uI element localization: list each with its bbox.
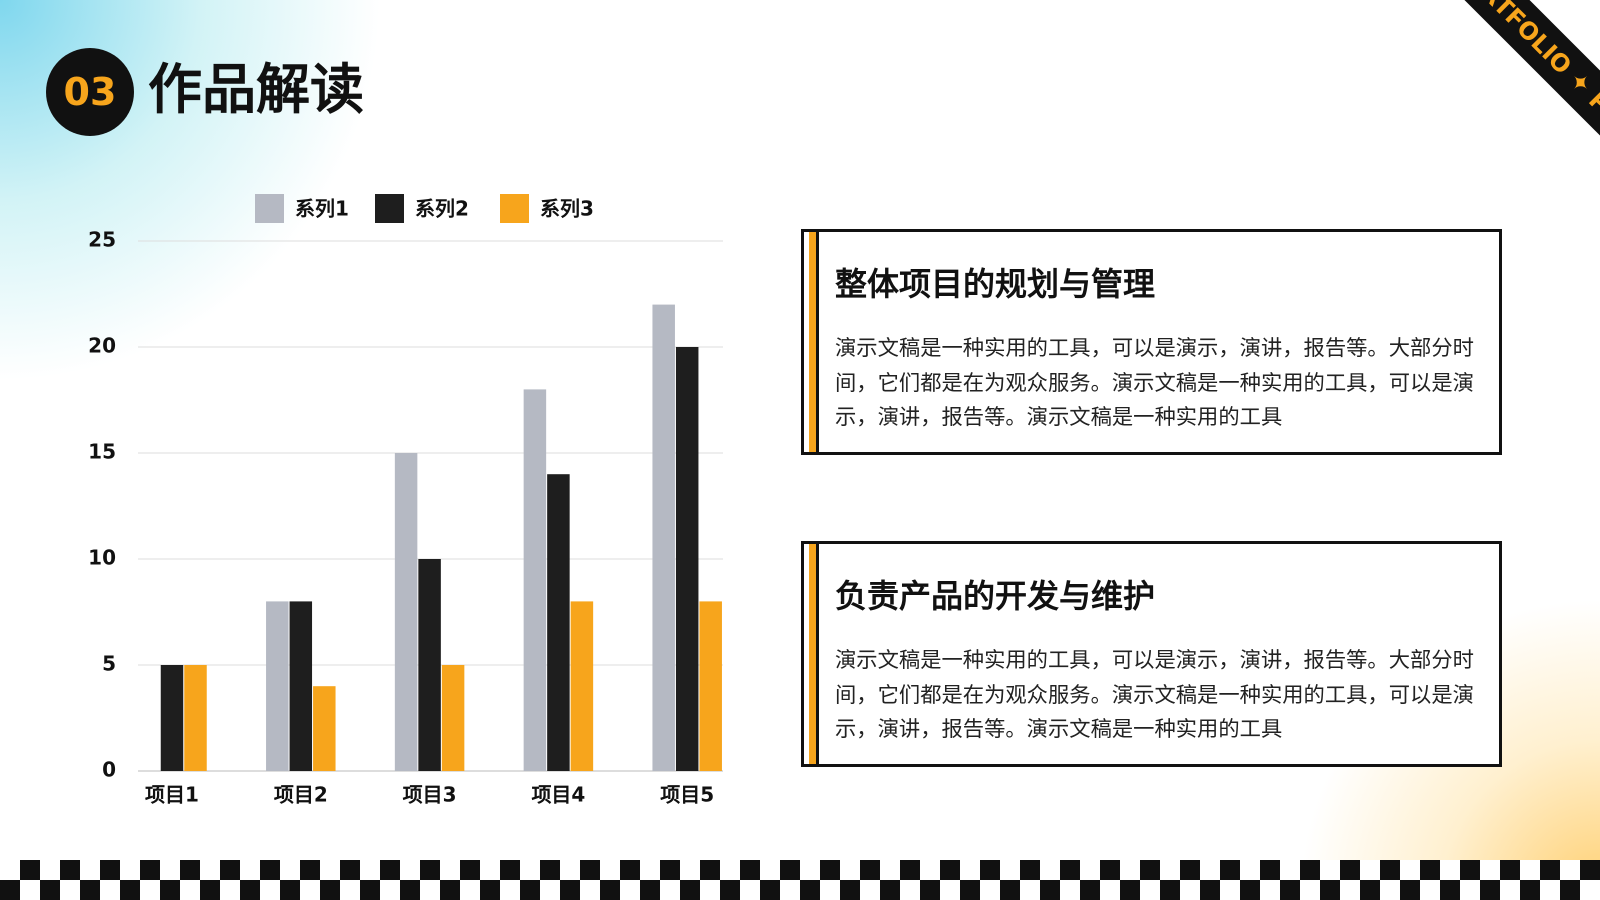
bar [289, 601, 313, 771]
y-tick-label: 5 [102, 652, 116, 676]
card: 负责产品的开发与维护 演示文稿是一种实用的工具，可以是演示，演讲，报告等。大部分… [801, 541, 1502, 767]
bar [313, 686, 336, 771]
x-tick-label: 项目1 [145, 783, 199, 807]
bar [652, 304, 675, 771]
bar [266, 601, 289, 771]
card-title: 整体项目的规划与管理 [835, 265, 1156, 303]
legend-label: 系列2 [415, 197, 469, 221]
card: 整体项目的规划与管理 演示文稿是一种实用的工具，可以是演示，演讲，报告等。大部分… [801, 229, 1502, 455]
chart: 0 5 10 15 20 25 系列1 系列2 系列3 项目1 项目2 项目3 项目4 项目5 [88, 194, 723, 807]
bar [441, 665, 465, 771]
legend-swatch [255, 194, 284, 223]
bar [547, 474, 570, 771]
legend-swatch [500, 194, 529, 223]
bar [160, 665, 184, 771]
section-number: 03 [46, 48, 134, 136]
card-title: 负责产品的开发与维护 [835, 577, 1156, 615]
card-body: 演示文稿是一种实用的工具，可以是演示，演讲，报告等。大部分时间，它们都是在为观众… [835, 336, 1474, 430]
bar [523, 389, 547, 771]
checker-border [0, 860, 1600, 900]
x-tick-label: 项目2 [274, 783, 328, 807]
y-tick-label: 20 [88, 334, 116, 358]
bar [699, 601, 722, 771]
bar [675, 347, 699, 771]
legend-swatch [375, 194, 404, 223]
y-tick-label: 10 [88, 546, 116, 570]
legend-label: 系列1 [295, 197, 349, 221]
bar [184, 665, 207, 771]
x-tick-label: 项目4 [531, 783, 585, 807]
x-tick-label: 项目3 [403, 783, 457, 807]
x-tick-label: 项目5 [660, 783, 714, 807]
card-body: 演示文稿是一种实用的工具，可以是演示，演讲，报告等。大部分时间，它们都是在为观众… [835, 648, 1474, 742]
y-tick-label: 25 [88, 228, 116, 252]
y-tick-label: 15 [88, 440, 116, 464]
bar [418, 559, 441, 771]
bar [394, 453, 418, 771]
legend-label: 系列3 [540, 197, 594, 221]
y-tick-label: 0 [102, 758, 116, 782]
bar [570, 601, 594, 771]
slide-title: 作品解读 [148, 58, 364, 121]
corner-badge: PORTFOLIO ✦ PORTFOLIO [1422, 0, 1600, 241]
